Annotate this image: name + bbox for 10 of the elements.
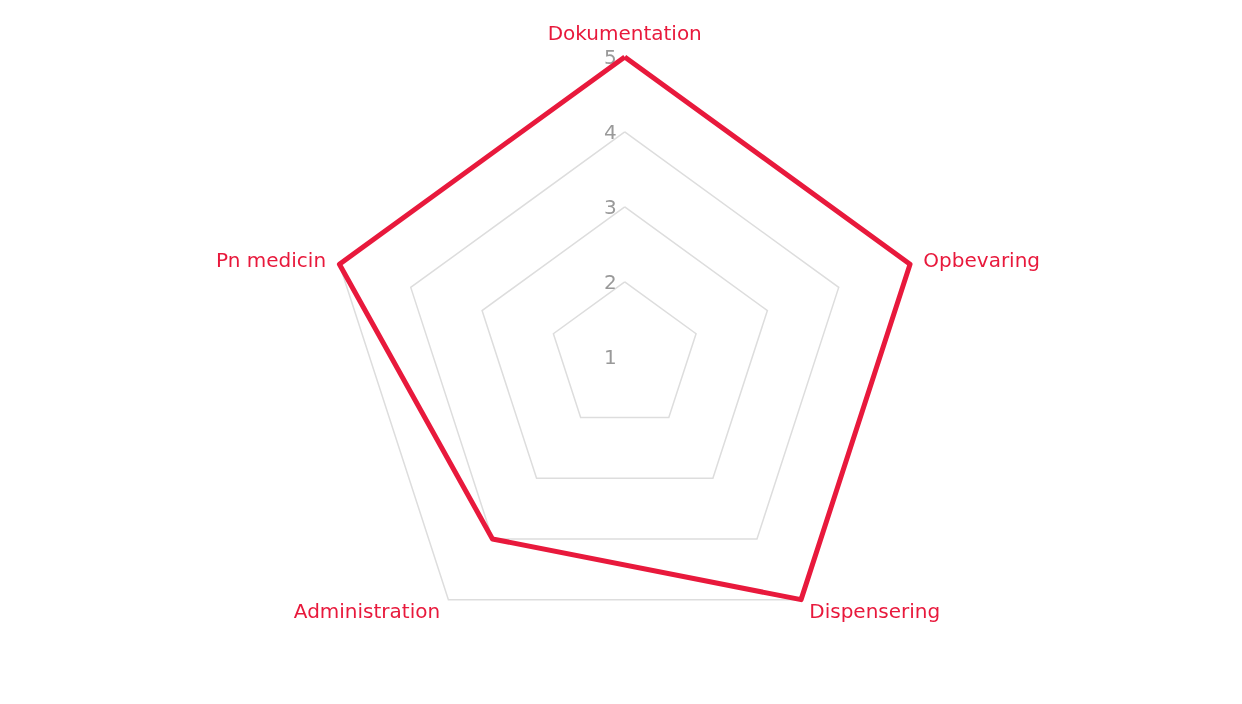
- y-tick-label: 2: [603, 269, 617, 294]
- y-tick-label: 4: [603, 119, 617, 144]
- spoke-label: Dokumentation: [547, 20, 702, 45]
- spoke-label: Dispensering: [809, 598, 941, 623]
- y-tick-label: 3: [603, 194, 617, 219]
- y-tick-label: 1: [603, 344, 617, 369]
- spoke-label: Administration: [293, 598, 441, 623]
- y-tick-label: 5: [603, 44, 617, 69]
- spoke-label: Opbevaring: [923, 247, 1041, 272]
- spoke-label: Pn medicin: [216, 247, 327, 272]
